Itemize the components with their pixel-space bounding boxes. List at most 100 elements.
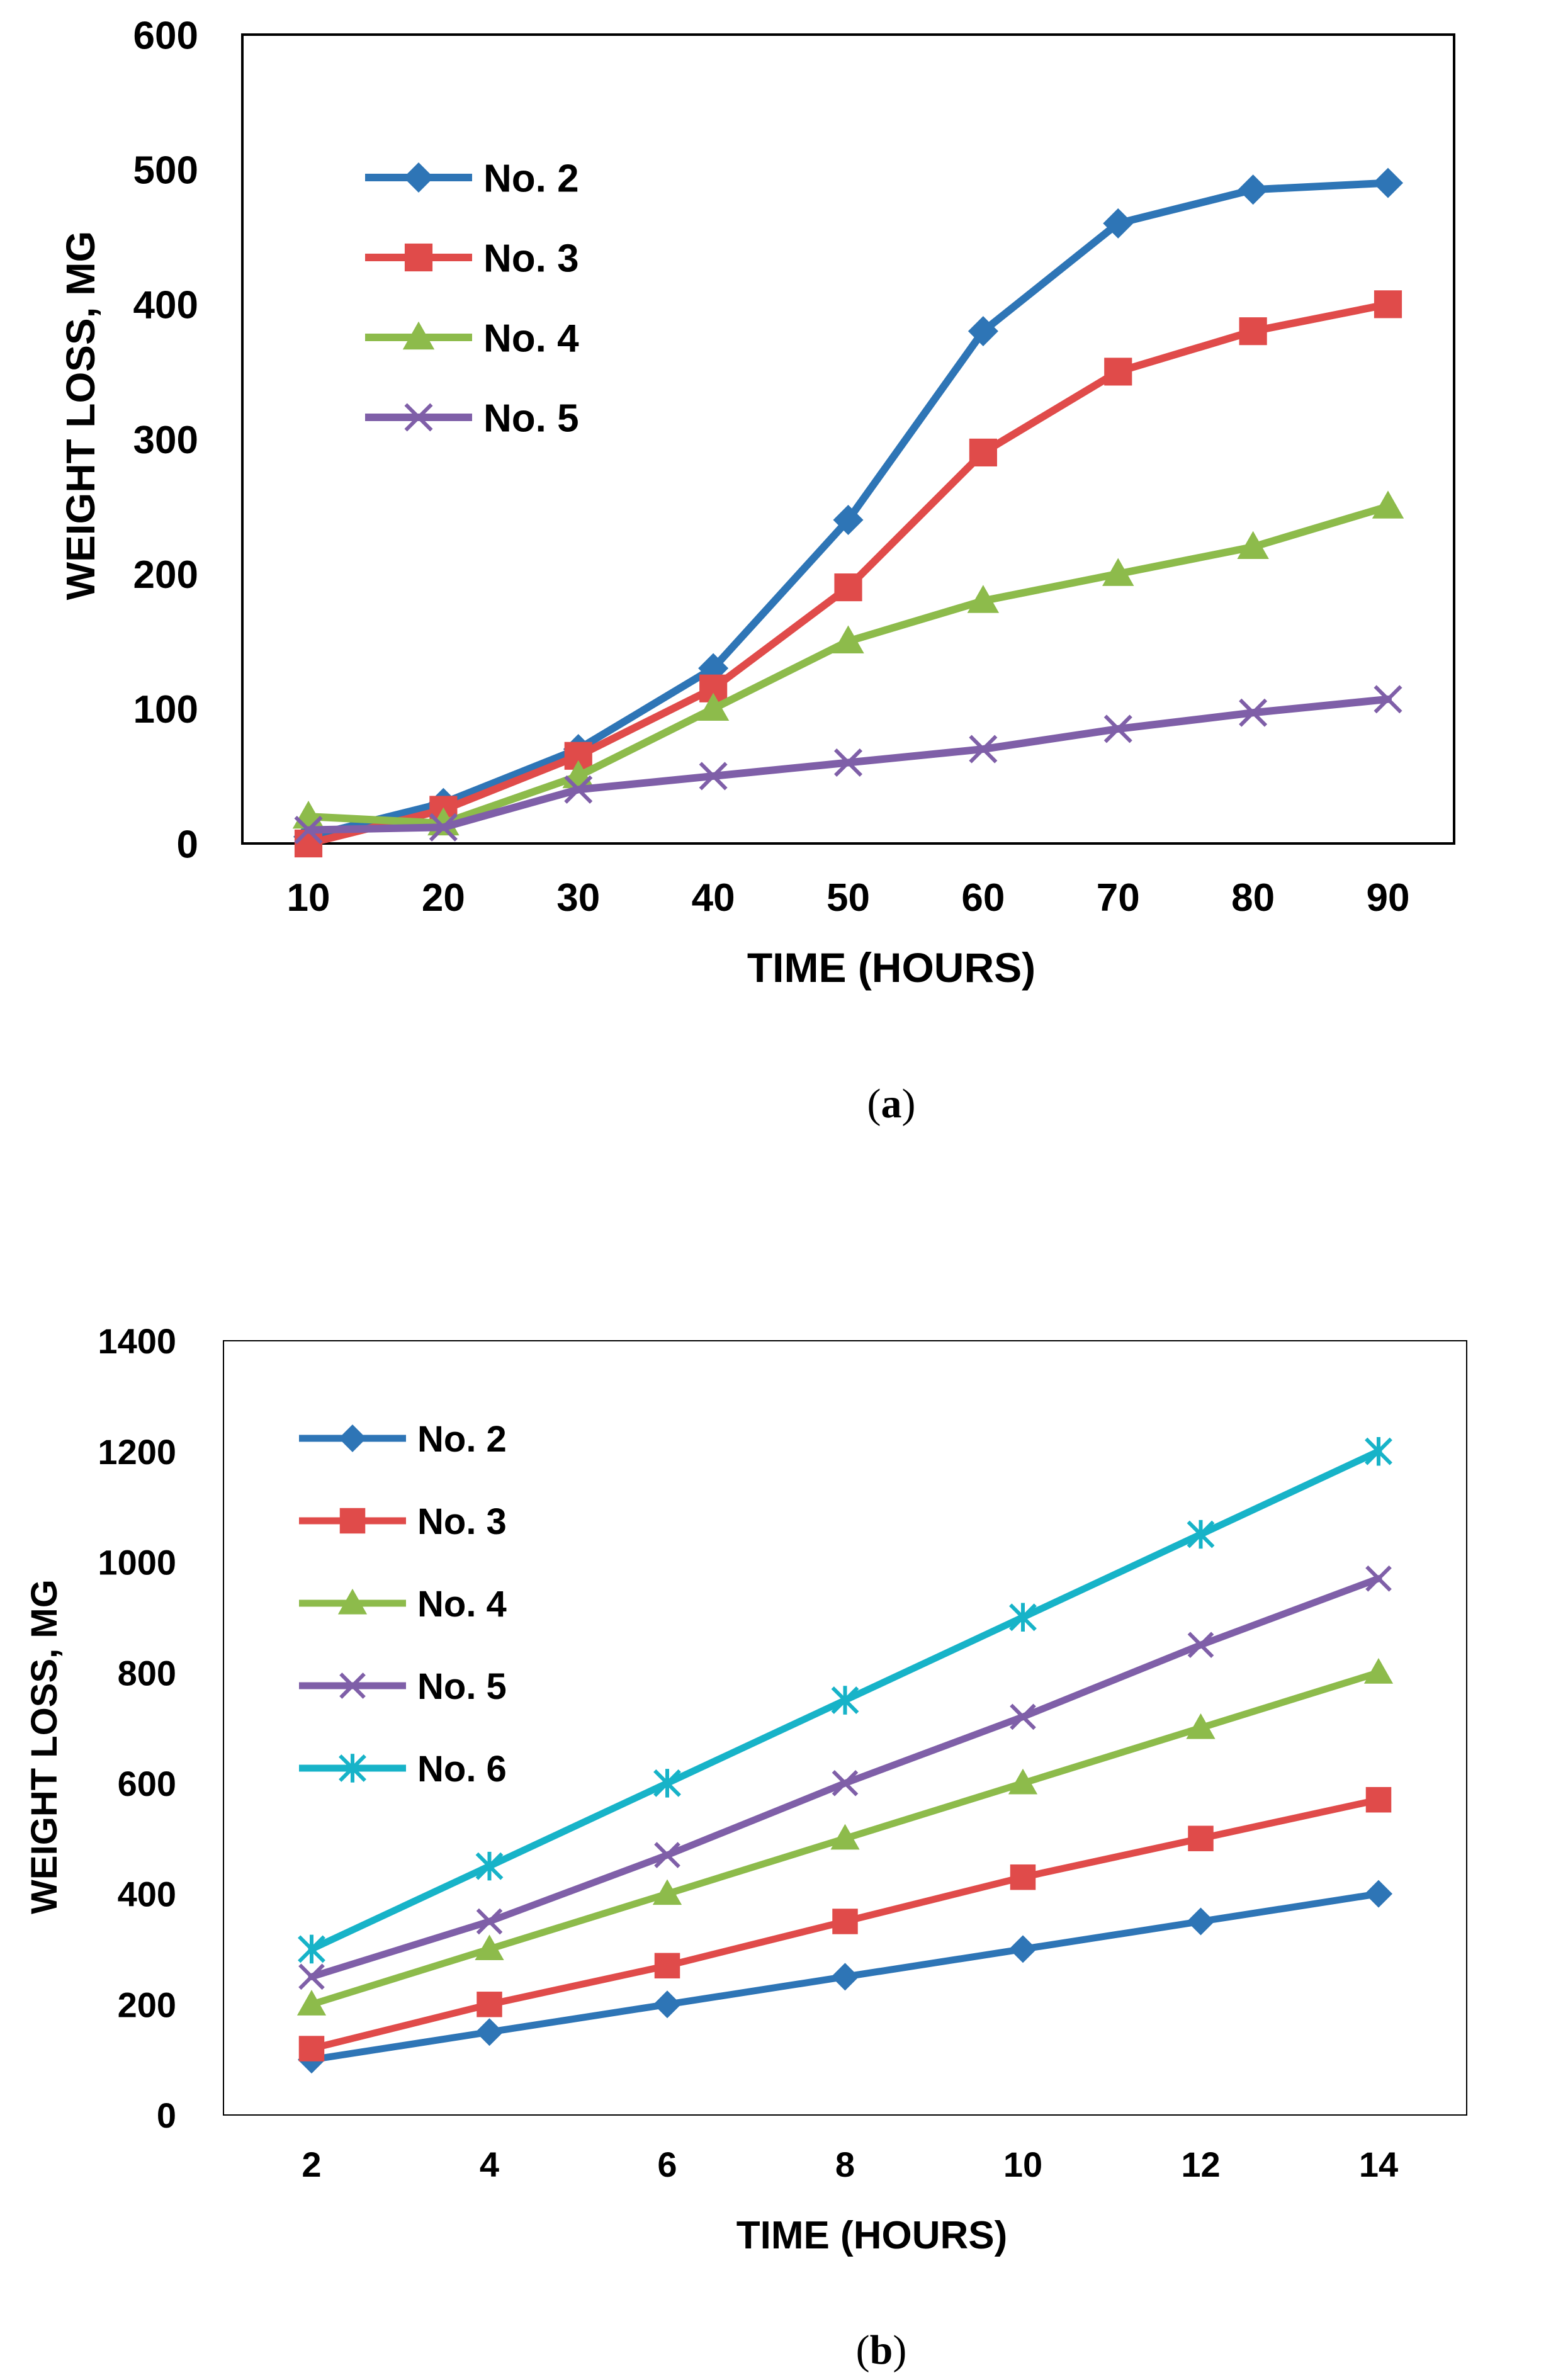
chart-b-caption-letter: b (870, 2327, 893, 2373)
chart-a-data-point-no4 (832, 625, 864, 653)
chart-b-x-tick-label: 12 (1181, 2145, 1220, 2184)
chart-b-data-point-no2 (1365, 1880, 1392, 1908)
chart-a-data-point-no2 (968, 316, 998, 347)
chart-a-y-tick-label: 100 (133, 688, 198, 731)
chart-b-legend-label-no6: No. 6 (417, 1749, 507, 1790)
chart-b-legend-item-no5: No. 5 (299, 1666, 507, 1707)
chart-b-x-tick-label: 10 (1003, 2145, 1042, 2184)
chart-a: 0 100 200 300 400 500 600 10 20 30 40 50 60 70 80 90 N… (58, 14, 1455, 1127)
chart-a-data-point-no5 (1374, 685, 1402, 714)
chart-b-legend-marker-no2 (339, 1424, 366, 1452)
chart-b-legend: No. 2 No. 3 No. 4 No. 5 No. 6 (299, 1419, 507, 1790)
chart-a-caption: (a) (867, 1081, 916, 1127)
chart-a-y-tick-label: 300 (133, 419, 198, 462)
chart-a-data-point-no3 (1104, 358, 1132, 386)
chart-b-series-group (296, 1436, 1394, 2074)
chart-b: 0 200 400 600 800 1000 1200 1400 2 4 6 8 10 12 14 No.… (24, 1321, 1467, 2373)
chart-b-y-tick-labels: 0 200 400 600 800 1000 1200 1400 (98, 1321, 176, 2135)
chart-a-y-tick-label: 500 (133, 149, 198, 192)
chart-b-x-tick-label: 14 (1359, 2145, 1398, 2184)
chart-a-data-point-no5 (699, 762, 728, 791)
chart-b-data-point-no4 (652, 1879, 682, 1905)
chart-a-y-tick-label: 0 (177, 823, 198, 866)
chart-a-data-point-no2 (1103, 208, 1134, 239)
chart-a-y-tick-label: 600 (133, 14, 198, 57)
chart-b-data-point-no3 (1365, 1786, 1392, 1813)
chart-a-legend-label-no4: No. 4 (483, 317, 579, 360)
chart-a-x-tick-label: 10 (287, 876, 330, 920)
chart-a-data-point-no5 (833, 748, 863, 777)
chart-b-y-tick-label: 200 (118, 1985, 176, 2024)
chart-a-legend-item-no3: No. 3 (365, 237, 579, 280)
chart-a-y-tick-labels: 0 100 200 300 400 500 600 (133, 14, 198, 866)
chart-b-data-point-no6 (475, 1851, 504, 1881)
chart-b-data-point-no4 (1186, 1713, 1216, 1739)
chart-a-x-tick-label: 90 (1367, 876, 1410, 920)
chart-a-y-tick-label: 200 (133, 553, 198, 597)
chart-b-x-axis-title: TIME (HOURS) (736, 2214, 1008, 2257)
chart-a-data-point-no5 (1239, 698, 1268, 727)
chart-b-data-point-no5 (1010, 1703, 1036, 1730)
chart-b-data-point-no2 (475, 2018, 504, 2046)
chart-b-legend-label-no4: No. 4 (417, 1584, 507, 1625)
chart-a-data-point-no4 (697, 692, 730, 721)
chart-a-data-point-no4 (1237, 531, 1269, 560)
chart-b-legend-marker-no5 (339, 1672, 366, 1699)
chart-a-data-point-no5 (969, 735, 998, 764)
chart-b-y-axis-title: WEIGHT LOSS, MG (24, 1579, 65, 1914)
chart-b-data-point-no4 (475, 1934, 504, 1961)
chart-b-data-point-no2 (1187, 1907, 1215, 1936)
chart-a-x-tick-label: 40 (692, 876, 735, 920)
chart-b-data-point-no5 (1365, 1565, 1392, 1592)
chart-b-data-point-no3 (654, 1953, 680, 1979)
chart-a-data-point-no5 (294, 816, 323, 845)
chart-a-data-point-no2 (1238, 174, 1268, 205)
chart-a-data-point-no4 (1102, 558, 1134, 586)
chart-a-data-point-no4 (967, 585, 1000, 613)
chart-a-series-group (292, 167, 1404, 858)
chart-b-series-no5 (298, 1565, 1392, 1990)
chart-b-data-point-no2 (1009, 1935, 1037, 1963)
chart-b-series-no6 (298, 1436, 1392, 1964)
chart-b-data-point-no4 (1008, 1768, 1038, 1795)
chart-a-legend-item-no4: No. 4 (365, 317, 579, 360)
chart-b-legend-marker-no6 (339, 1754, 366, 1783)
chart-a-series-no2 (293, 167, 1403, 852)
chart-a-legend-marker-no3 (404, 243, 433, 272)
chart-a-legend: No. 2 No. 3 No. 4 No. 5 (365, 157, 579, 440)
chart-b-data-point-no6 (1009, 1603, 1037, 1632)
chart-a-data-point-no3 (969, 438, 997, 466)
chart-b-x-tick-labels: 2 4 6 8 10 12 14 (302, 2145, 1398, 2184)
chart-b-y-tick-label: 800 (118, 1653, 176, 1693)
chart-b-legend-item-no6: No. 6 (299, 1749, 507, 1790)
chart-a-legend-item-no2: No. 2 (365, 157, 579, 200)
chart-b-data-point-no5 (298, 1963, 325, 1990)
chart-b-data-point-no5 (476, 1908, 503, 1935)
chart-a-legend-marker-no5 (404, 403, 433, 432)
chart-a-series-line-no4 (305, 502, 1392, 827)
chart-b-data-point-no6 (298, 1934, 325, 1964)
chart-b-caption: (b) (856, 2327, 907, 2373)
chart-a-legend-item-no5: No. 5 (365, 397, 579, 440)
chart-a-data-point-no5 (1103, 714, 1132, 743)
chart-b-data-point-no6 (1187, 1520, 1215, 1549)
chart-b-data-point-no5 (1187, 1632, 1214, 1659)
chart-b-data-point-no6 (1365, 1436, 1392, 1466)
chart-b-y-tick-label: 0 (157, 2095, 176, 2135)
chart-a-legend-label-no3: No. 3 (483, 237, 579, 280)
chart-b-series-no3 (298, 1786, 1392, 2061)
chart-b-data-point-no4 (296, 1990, 327, 2016)
chart-a-series-no4 (292, 490, 1404, 836)
chart-b-y-tick-label: 1200 (98, 1432, 176, 1472)
chart-b-legend-marker-no3 (339, 1508, 366, 1534)
chart-b-y-tick-label: 1000 (98, 1543, 176, 1582)
chart-b-plot-border (223, 1340, 1467, 2116)
chart-a-series-no5 (294, 685, 1402, 845)
chart-b-x-tick-label: 2 (302, 2145, 321, 2184)
chart-b-x-tick-label: 6 (657, 2145, 677, 2184)
chart-b-data-point-no6 (831, 1686, 859, 1715)
chart-b-legend-label-no2: No. 2 (417, 1419, 507, 1460)
chart-a-data-point-no5 (564, 775, 593, 804)
chart-a-data-point-no5 (429, 813, 458, 842)
